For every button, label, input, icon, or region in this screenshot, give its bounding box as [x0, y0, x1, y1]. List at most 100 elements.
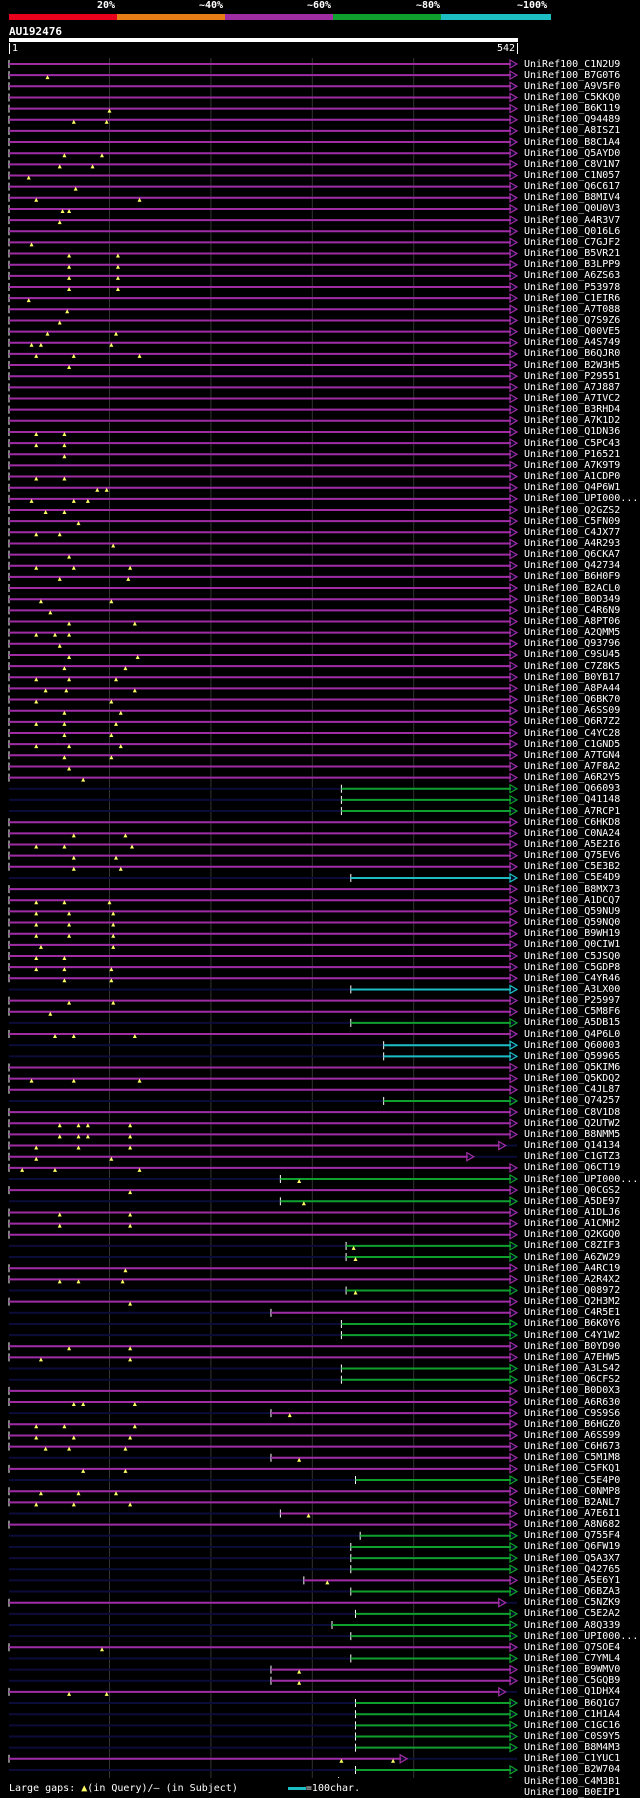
subject-label[interactable]: UniRef100_B0YB17 [524, 671, 621, 683]
subject-label[interactable]: UniRef100_A8ISZ1 [524, 125, 621, 137]
subject-label[interactable]: UniRef100_A7E6I1 [524, 1508, 621, 1519]
subject-label[interactable]: UniRef100_Q5A3X7 [524, 1552, 621, 1564]
subject-label[interactable]: UniRef100_Q93796 [524, 638, 621, 650]
subject-label[interactable]: UniRef100_Q0CIW1 [524, 939, 621, 951]
subject-label[interactable]: UniRef100_Q4P6L0 [524, 1028, 621, 1040]
subject-label[interactable]: UniRef100_C5FN09 [524, 515, 621, 527]
subject-label[interactable]: UniRef100_C7Z8K5 [524, 660, 621, 672]
subject-label[interactable]: UniRef100_B7G0T6 [524, 69, 621, 81]
subject-label[interactable]: UniRef100_Q6BZA3 [524, 1586, 621, 1598]
subject-label[interactable]: UniRef100_Q4P6W1 [524, 482, 621, 494]
subject-label[interactable]: UniRef100_A8PT06 [524, 616, 621, 627]
subject-label[interactable]: UniRef100_A6SS99 [524, 1429, 621, 1441]
subject-label[interactable]: UniRef100_Q2GZS2 [524, 504, 621, 516]
subject-label[interactable]: UniRef100_C4JX77 [524, 526, 621, 538]
subject-label[interactable]: UniRef100_Q6FW19 [524, 1541, 621, 1553]
subject-label[interactable]: UniRef100_Q2UTW2 [524, 1117, 621, 1129]
subject-label[interactable]: UniRef100_B8C1A4 [524, 136, 621, 148]
subject-label[interactable]: UniRef100_A1DCQ7 [524, 894, 621, 906]
subject-label[interactable]: UniRef100_Q2KGQ0 [524, 1229, 621, 1241]
subject-label[interactable]: UniRef100_P25997 [524, 995, 621, 1007]
subject-label[interactable]: UniRef100_A1CMH2 [524, 1218, 621, 1230]
subject-label[interactable]: UniRef100_B6K0Y6 [524, 1318, 621, 1330]
subject-label[interactable]: UniRef100_A4RC19 [524, 1262, 621, 1274]
subject-label[interactable]: UniRef100_B2W704 [524, 1764, 621, 1776]
subject-label[interactable]: UniRef100_Q75EV6 [524, 850, 621, 862]
subject-label[interactable]: UniRef100_Q66093 [524, 783, 621, 795]
subject-label[interactable]: UniRef100_Q6CT19 [524, 1162, 621, 1174]
subject-label[interactable]: UniRef100_C1GND5 [524, 738, 621, 750]
subject-label[interactable]: UniRef100_A2QMM5 [524, 627, 621, 639]
subject-label[interactable]: UniRef100_C0S9Y5 [524, 1731, 621, 1742]
subject-label[interactable]: UniRef100_A5DE97 [524, 1195, 621, 1207]
subject-label[interactable]: UniRef100_A7EHW5 [524, 1351, 621, 1363]
subject-label[interactable]: UniRef100_Q5KIM6 [524, 1062, 621, 1073]
subject-label[interactable]: UniRef100_C5E2A2 [524, 1608, 621, 1620]
subject-label[interactable]: UniRef100_B6Q1G7 [524, 1697, 621, 1709]
subject-label[interactable]: UniRef100_Q0U0V3 [524, 203, 621, 215]
subject-label[interactable]: UniRef100_A5E2I6 [524, 839, 621, 850]
subject-label[interactable]: UniRef100_A5E6Y1 [524, 1574, 621, 1586]
subject-label[interactable]: UniRef100_C5PC43 [524, 437, 621, 449]
subject-label[interactable]: UniRef100_B6HGZ0 [524, 1418, 621, 1430]
subject-label[interactable]: UniRef100_Q41148 [524, 794, 621, 806]
subject-label[interactable]: UniRef100_A5DB15 [524, 1017, 621, 1029]
subject-label[interactable]: UniRef100_C5E4D9 [524, 872, 621, 884]
subject-label[interactable]: UniRef100_B0D349 [524, 593, 621, 605]
subject-label[interactable]: UniRef100_A6SS09 [524, 705, 621, 717]
subject-label[interactable]: UniRef100_A6ZS63 [524, 270, 621, 282]
subject-label[interactable]: UniRef100_C8V1N7 [524, 158, 621, 170]
subject-label[interactable]: UniRef100_C8V1D8 [524, 1106, 621, 1118]
subject-label[interactable]: UniRef100_C1EIR6 [524, 292, 621, 304]
subject-label[interactable]: UniRef100_Q59NQ0 [524, 917, 621, 929]
subject-label[interactable]: UniRef100_P53978 [524, 281, 621, 293]
subject-label[interactable]: UniRef100_Q6CKA7 [524, 549, 621, 561]
subject-label[interactable]: UniRef100_A3LX00 [524, 983, 621, 995]
subject-label[interactable]: UniRef100_B9WH19 [524, 928, 621, 940]
subject-label[interactable]: UniRef100_Q5AYD0 [524, 147, 621, 159]
subject-label[interactable]: UniRef100_C5KKQ0 [524, 91, 621, 103]
subject-label[interactable]: UniRef100_C5E4P0 [524, 1474, 621, 1486]
subject-label[interactable]: UniRef100_C1N057 [524, 170, 621, 181]
subject-label[interactable]: UniRef100_C7YML4 [524, 1652, 621, 1664]
subject-label[interactable]: UniRef100_C5FKQ1 [524, 1463, 621, 1475]
subject-label[interactable]: UniRef100_Q74257 [524, 1095, 621, 1107]
subject-label[interactable]: UniRef100_B0D0X3 [524, 1385, 621, 1397]
subject-label[interactable]: UniRef100_C1GC16 [524, 1719, 621, 1731]
subject-label[interactable]: UniRef100_A9V5F0 [524, 80, 621, 92]
subject-label[interactable]: UniRef100_C5GDP8 [524, 961, 621, 973]
subject-label[interactable]: UniRef100_Q00VE5 [524, 326, 621, 338]
subject-label[interactable]: UniRef100_C4Y1W2 [524, 1329, 621, 1341]
subject-label[interactable]: UniRef100_C9SU45 [524, 649, 621, 661]
subject-label[interactable]: UniRef100_Q0CGS2 [524, 1184, 621, 1196]
subject-label[interactable]: UniRef100_A3LS42 [524, 1363, 621, 1375]
subject-label[interactable]: UniRef100_Q016L6 [524, 225, 621, 237]
subject-label[interactable]: UniRef100_A8Q339 [524, 1619, 621, 1631]
subject-label[interactable]: UniRef100_A8PA44 [524, 682, 621, 694]
subject-label[interactable]: UniRef100_C4YC28 [524, 727, 621, 739]
subject-label[interactable]: UniRef100_A7K9T9 [524, 459, 621, 471]
subject-label[interactable]: UniRef100_A7T088 [524, 303, 621, 315]
subject-label[interactable]: UniRef100_B2ACL0 [524, 582, 621, 594]
subject-label[interactable]: UniRef100_Q08972 [524, 1285, 621, 1296]
subject-label[interactable]: UniRef100_Q14134 [524, 1140, 621, 1152]
subject-label[interactable]: UniRef100_C8ZIF3 [524, 1240, 621, 1252]
subject-label[interactable]: UniRef100_C9S9S6 [524, 1407, 621, 1419]
subject-label[interactable]: UniRef100_Q94489 [524, 114, 621, 126]
subject-label[interactable]: UniRef100_C5E3B2 [524, 861, 621, 873]
subject-label[interactable]: UniRef100_C5GQB9 [524, 1675, 621, 1687]
subject-label[interactable]: UniRef100_A6ZW29 [524, 1251, 621, 1263]
subject-label[interactable]: UniRef100_Q2H3M2 [524, 1296, 621, 1308]
subject-label[interactable]: UniRef100_C5M1M8 [524, 1452, 621, 1464]
subject-label[interactable]: UniRef100_UPI000... [524, 1173, 639, 1185]
subject-label[interactable]: UniRef100_A7K1D2 [524, 415, 621, 427]
subject-label[interactable]: UniRef100_Q6C617 [524, 181, 621, 193]
subject-label[interactable]: UniRef100_A4R293 [524, 537, 621, 549]
subject-label[interactable]: UniRef100_A2R4X2 [524, 1273, 621, 1285]
subject-label[interactable]: UniRef100_C4JL87 [524, 1084, 621, 1096]
subject-label[interactable]: UniRef100_C5M8F6 [524, 1006, 621, 1018]
subject-label[interactable]: UniRef100_P29551 [524, 370, 621, 382]
subject-label[interactable]: UniRef100_Q1DHX4 [524, 1686, 621, 1698]
subject-label[interactable]: UniRef100_C6H673 [524, 1441, 621, 1453]
subject-label[interactable]: UniRef100_C4YR46 [524, 972, 621, 984]
